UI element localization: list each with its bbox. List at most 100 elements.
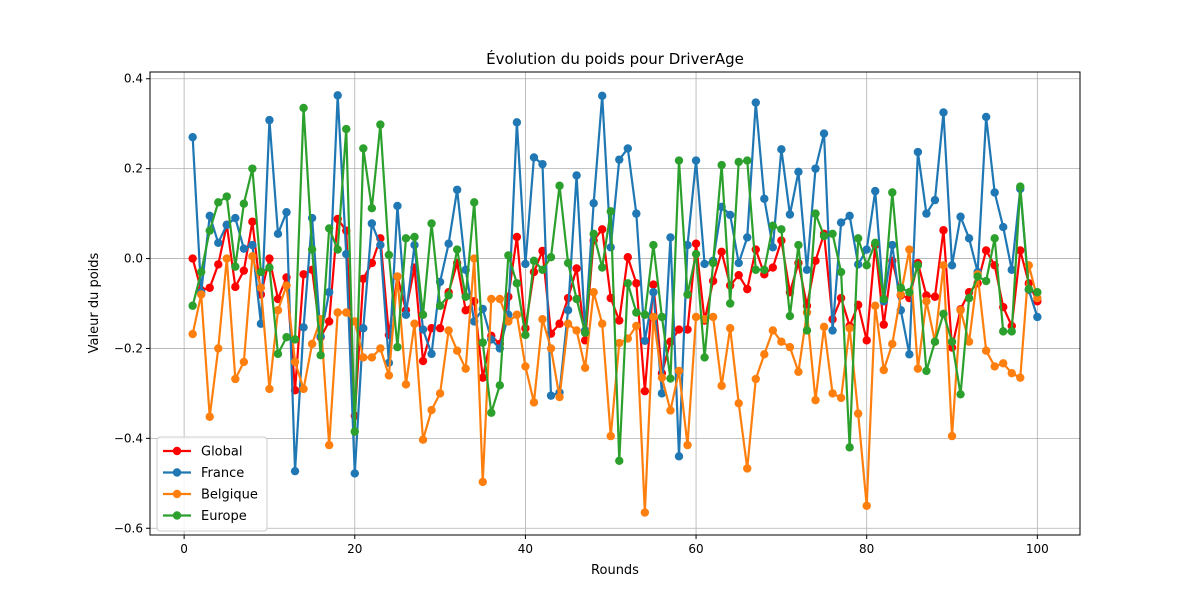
data-point-europe <box>606 207 615 216</box>
data-point-belgique <box>563 319 573 328</box>
data-point-france <box>393 201 402 211</box>
data-point-belgique <box>734 399 743 408</box>
data-point-europe <box>973 272 982 281</box>
grid <box>150 72 1080 535</box>
data-point-belgique <box>478 477 487 487</box>
data-point-france <box>913 147 923 157</box>
data-point-europe <box>487 408 496 417</box>
data-point-europe <box>666 374 675 383</box>
data-point-europe <box>819 231 829 241</box>
data-point-belgique <box>572 326 581 335</box>
data-point-global <box>512 232 522 242</box>
data-point-europe <box>248 164 257 173</box>
data-point-belgique <box>811 395 820 405</box>
data-point-france <box>811 164 820 173</box>
data-point-belgique <box>222 254 231 263</box>
data-point-france <box>546 391 556 400</box>
data-point-belgique <box>871 301 880 310</box>
data-point-belgique <box>649 312 658 322</box>
data-point-global <box>632 279 641 288</box>
data-point-france <box>819 129 829 138</box>
data-point-europe <box>239 199 249 208</box>
chart-title: Évolution du poids pour DriverAge <box>486 49 744 68</box>
data-point-global <box>640 386 650 396</box>
data-point-global <box>324 317 334 326</box>
data-point-belgique <box>760 350 769 359</box>
data-point-global <box>930 292 940 301</box>
data-point-belgique <box>768 326 778 335</box>
series-europe <box>188 103 1042 466</box>
data-point-belgique <box>290 357 300 367</box>
data-point-belgique <box>666 406 675 415</box>
data-point-europe <box>316 350 325 360</box>
data-point-europe <box>435 301 445 310</box>
y-tick-label: 0.4 <box>124 72 143 86</box>
data-point-europe <box>410 232 419 242</box>
data-point-belgique <box>939 261 948 270</box>
data-point-global <box>879 320 888 329</box>
data-point-europe <box>751 265 760 274</box>
data-point-global <box>615 316 624 325</box>
data-point-france <box>598 91 607 101</box>
data-point-belgique <box>691 312 701 322</box>
axes: 0 20 40 60 80 100 −0.6 −0.4 −0.2 0.0 0.2 0.4 <box>114 72 1049 556</box>
data-point-belgique <box>888 339 897 349</box>
data-point-belgique <box>683 440 692 450</box>
data-point-global <box>435 324 445 333</box>
data-point-france <box>640 336 650 346</box>
data-point-europe <box>777 225 786 234</box>
data-point-france <box>632 209 641 218</box>
data-point-europe <box>964 293 974 303</box>
data-point-belgique <box>947 431 957 441</box>
data-point-belgique <box>418 435 428 444</box>
data-point-belgique <box>743 464 752 473</box>
data-point-belgique <box>964 337 974 346</box>
data-point-france <box>888 240 897 250</box>
data-point-europe <box>760 265 769 274</box>
data-point-france <box>734 258 743 268</box>
data-point-belgique <box>1033 293 1042 303</box>
data-point-global <box>717 247 726 257</box>
data-point-france <box>666 233 675 242</box>
data-point-belgique <box>359 353 368 362</box>
data-point-europe <box>461 292 470 301</box>
data-point-europe <box>828 229 837 239</box>
data-point-global <box>555 319 564 328</box>
data-point-europe <box>930 337 940 346</box>
data-point-belgique <box>444 326 453 335</box>
data-point-belgique <box>504 317 513 326</box>
data-point-europe <box>256 267 266 277</box>
legend-marker-europe <box>172 511 182 520</box>
data-point-europe <box>640 310 650 319</box>
data-point-global <box>248 217 257 226</box>
data-point-belgique <box>999 359 1008 368</box>
y-tick-label: −0.6 <box>114 521 143 535</box>
data-point-belgique <box>273 306 283 315</box>
data-point-europe <box>478 338 487 347</box>
data-point-global <box>862 336 871 345</box>
data-point-belgique <box>956 306 965 315</box>
data-point-belgique <box>282 281 291 290</box>
data-point-europe <box>999 327 1008 336</box>
data-point-belgique <box>299 384 308 394</box>
data-point-france <box>529 153 539 162</box>
data-point-france <box>956 212 965 221</box>
data-point-france <box>427 349 436 359</box>
data-point-france <box>922 209 931 218</box>
data-point-global <box>359 274 368 283</box>
data-point-europe <box>470 198 479 207</box>
data-point-france <box>649 288 658 297</box>
x-tick-label: 0 <box>180 542 188 556</box>
data-point-france <box>606 243 615 252</box>
series-line-france <box>191 94 1039 475</box>
data-point-belgique <box>427 405 436 415</box>
data-point-belgique <box>922 297 931 306</box>
data-point-europe <box>836 267 846 277</box>
data-point-europe <box>811 209 820 218</box>
data-point-europe <box>657 312 667 322</box>
data-point-europe <box>512 279 522 288</box>
data-point-europe <box>222 192 231 201</box>
data-point-global <box>231 282 240 292</box>
data-point-europe <box>401 234 411 243</box>
data-point-global <box>836 293 846 303</box>
